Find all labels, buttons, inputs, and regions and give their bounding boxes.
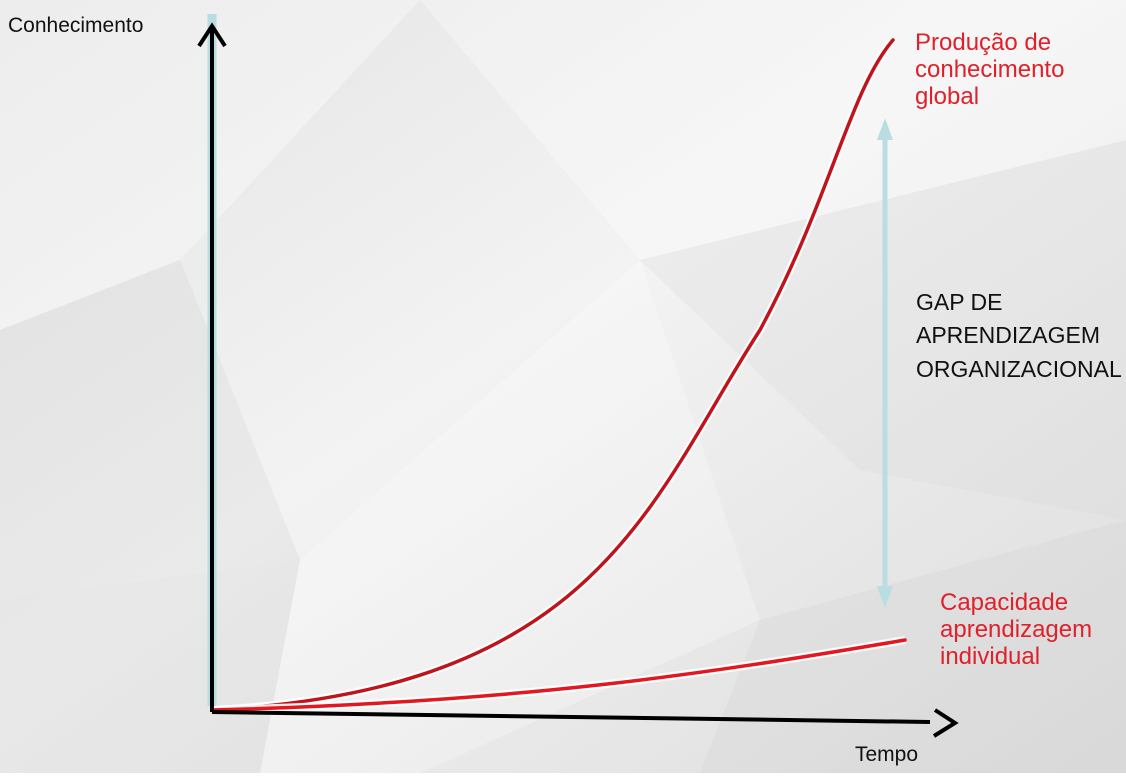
gap-label-line: ORGANIZACIONAL xyxy=(916,355,1122,382)
individual-curve-label: Capacidade aprendizagem individual xyxy=(940,589,1093,671)
gap-label-line: APRENDIZAGEM xyxy=(916,322,1101,349)
global-curve-label-line: conhecimento xyxy=(915,55,1065,83)
x-axis xyxy=(211,708,959,738)
y-axis-label: Conhecimento xyxy=(8,14,144,37)
global-curve-label-line: global xyxy=(915,82,980,110)
individual-curve-label-line: Capacidade xyxy=(940,589,1069,616)
individual-learning-curve xyxy=(210,638,907,712)
global-curve-label-line: Produção de xyxy=(915,29,1052,56)
y-axis xyxy=(197,14,227,712)
individual-curve-label-line: individual xyxy=(940,642,1041,670)
global-knowledge-curve xyxy=(210,38,895,712)
individual-curve-label-line: aprendizagem xyxy=(940,615,1093,643)
global-curve-label: Produção de conhecimento global xyxy=(915,29,1065,111)
gap-double-arrow xyxy=(877,118,893,608)
x-axis-label: Tempo xyxy=(855,743,919,766)
gap-label-line: GAP DE xyxy=(916,289,1003,315)
gap-label: GAP DE APRENDIZAGEM ORGANIZACIONAL xyxy=(916,286,1122,386)
